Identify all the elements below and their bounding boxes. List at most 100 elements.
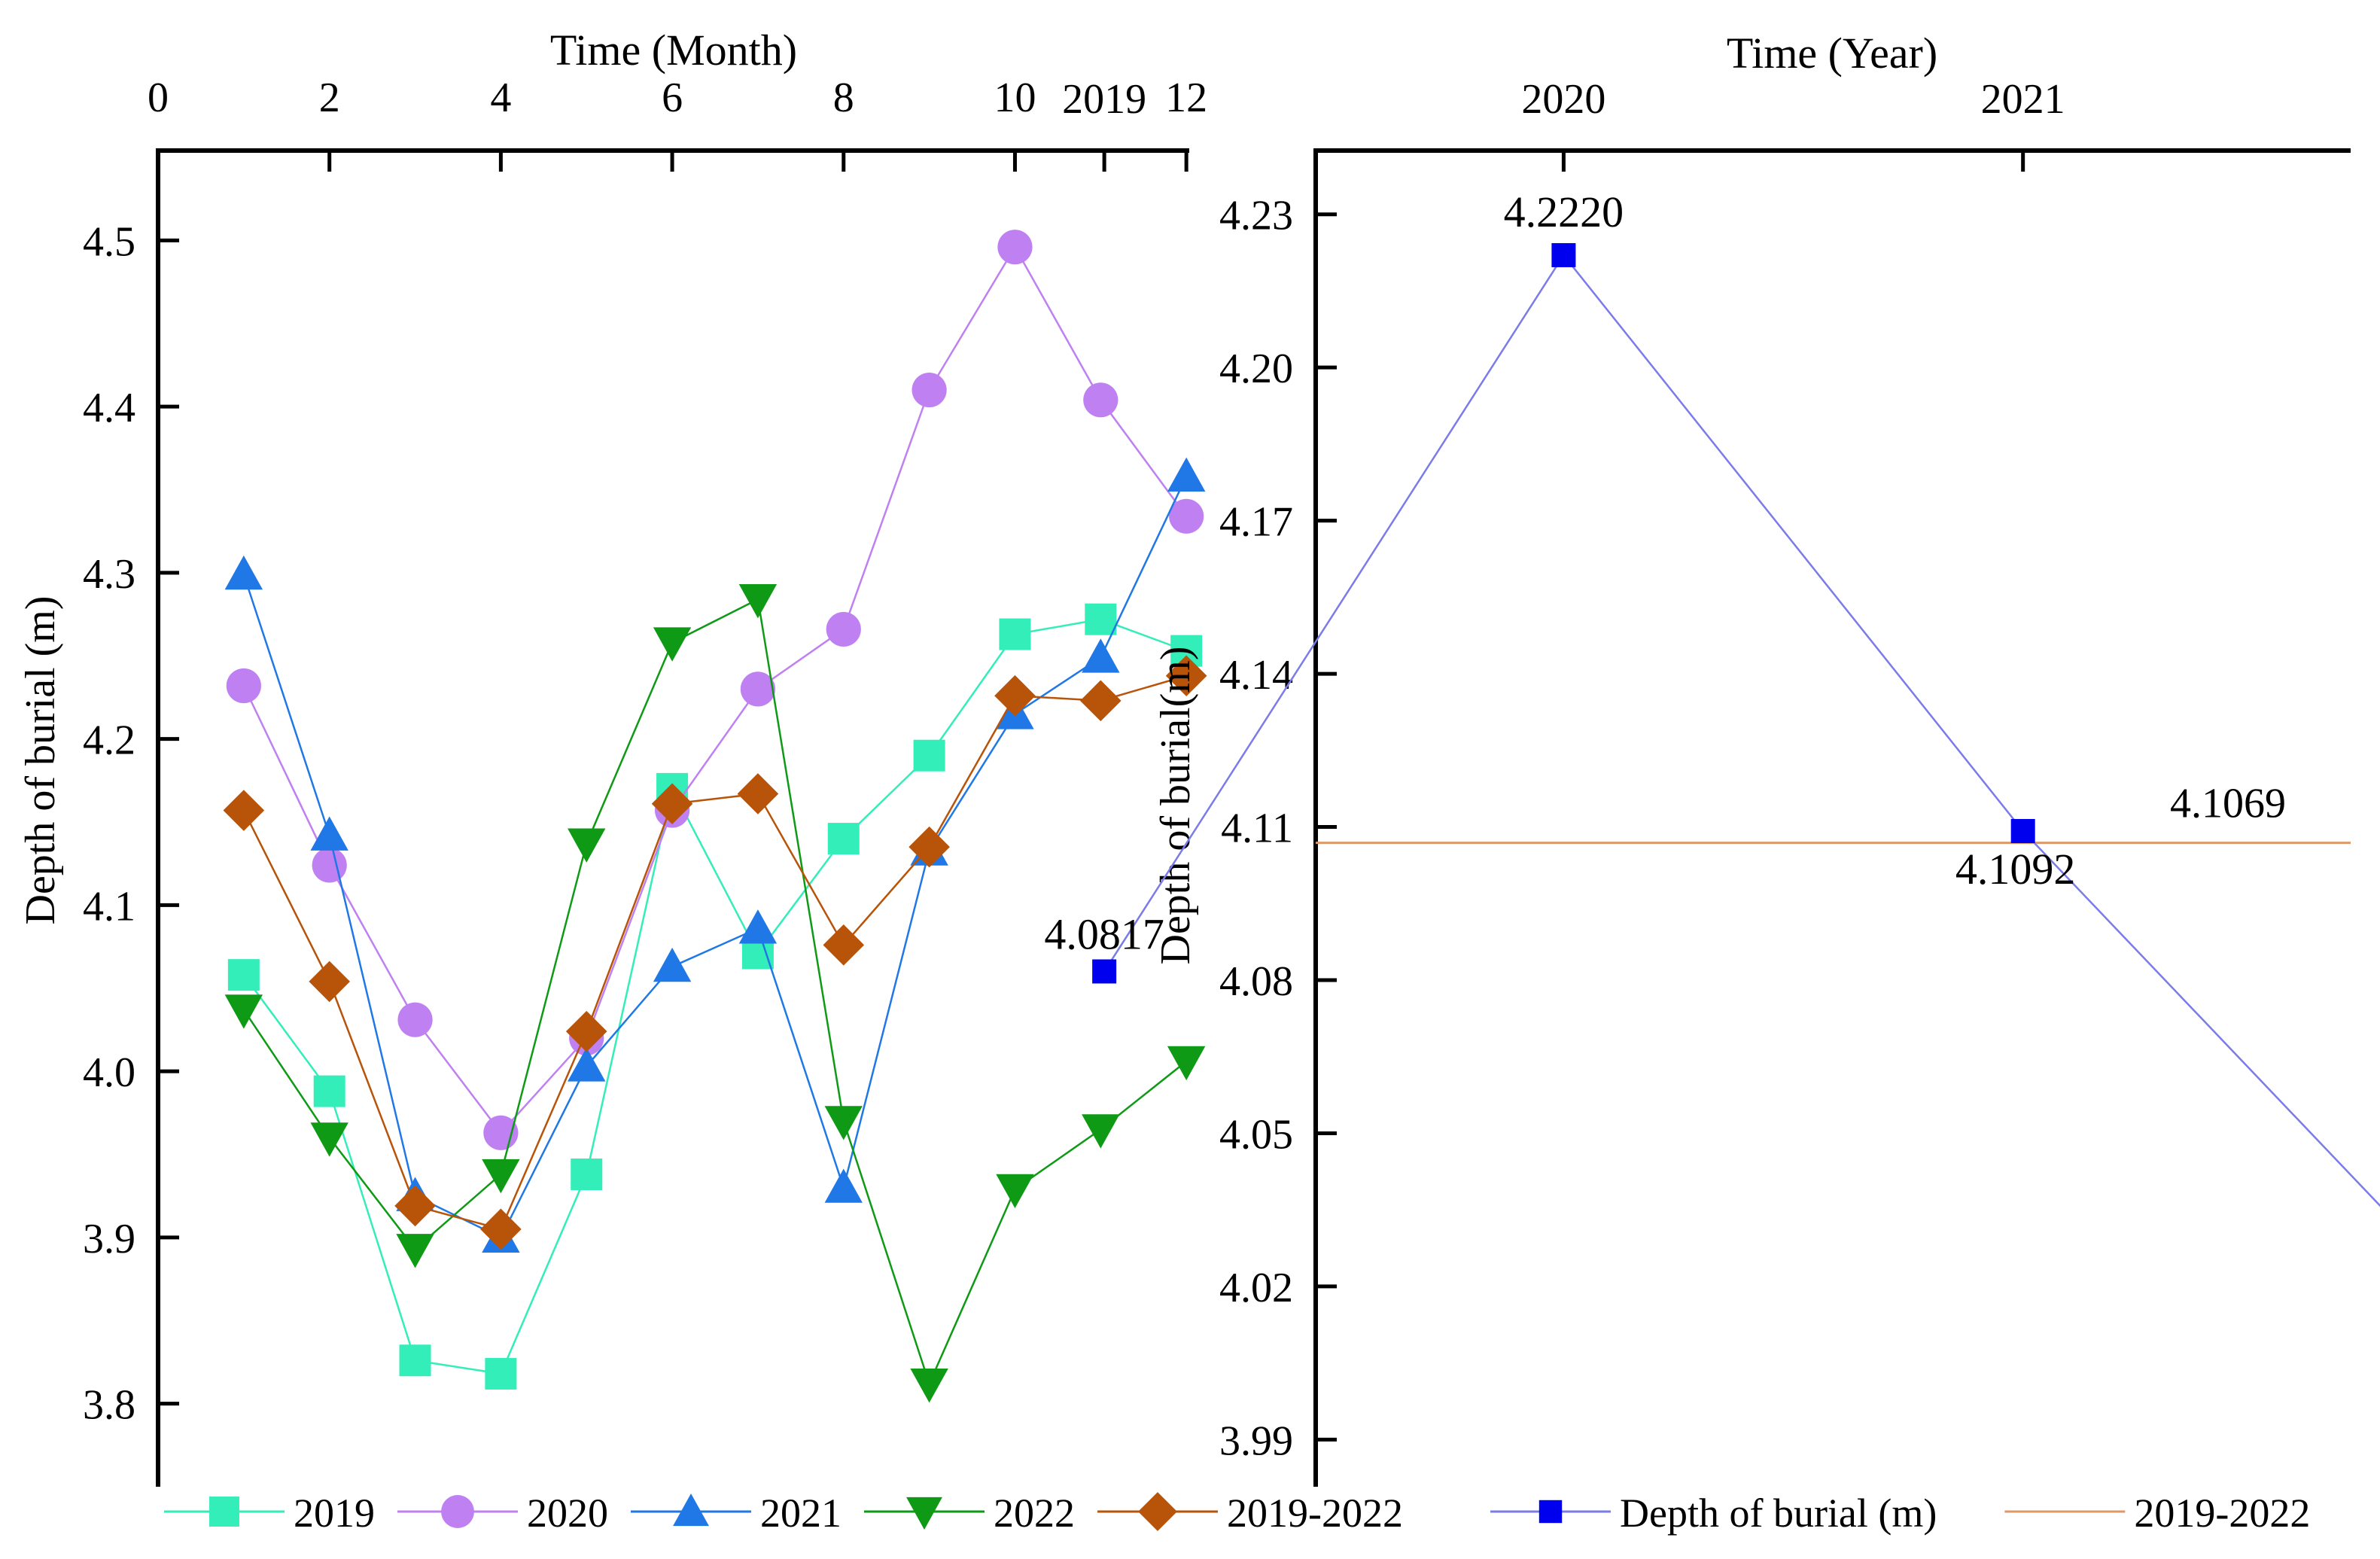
series-line-Depth of burial (m) [1103, 253, 2380, 1207]
data-point-2022 [310, 1122, 348, 1157]
data-point-2021 [310, 816, 348, 851]
data-point-2020 [1169, 498, 1204, 534]
legend-label-2020: 2020 [527, 1490, 608, 1536]
left-x-axis-label: Time (Month) [550, 26, 797, 75]
data-point-2022 [1082, 1114, 1120, 1149]
data-point-2019-2022 [737, 773, 779, 815]
right-x-tick-label: 2020 [1521, 76, 1605, 123]
legend-marker-2020 [441, 1495, 474, 1528]
right-x-tick-label: 2019 [1062, 76, 1146, 123]
right-y-tick-label: 4.20 [1219, 346, 1293, 392]
series-line-2019 [242, 618, 1187, 1375]
left-x-tick-label: 0 [148, 75, 169, 121]
left-x-tick-label: 10 [994, 75, 1036, 121]
legend-marker-Depth of burial (m) [1538, 1500, 1563, 1524]
data-point-2019-2022 [565, 1010, 607, 1052]
left-y-tick-label: 3.9 [83, 1216, 135, 1262]
data-point-2019 [827, 823, 860, 855]
legend-label-2019-2022: 2019-2022 [2134, 1490, 2310, 1536]
data-point-2020 [912, 372, 947, 408]
data-point-2019 [399, 1344, 431, 1377]
left-x-ticks: 0 2 4 6 8 10 12 [148, 75, 1207, 172]
right-series-group [1092, 242, 2380, 1207]
data-point-2021 [824, 1168, 863, 1203]
data-point-2019 [485, 1357, 517, 1390]
right-x-tick-label: 2021 [1981, 76, 2065, 123]
left-y-tick-label: 4.0 [83, 1049, 135, 1096]
data-point-2021 [653, 947, 692, 982]
data-point-2019 [227, 959, 260, 991]
right-y-tick-label: 4.02 [1219, 1265, 1293, 1311]
right-x-axis-label: Time (Year) [1727, 29, 1937, 78]
data-point-2022 [224, 994, 263, 1029]
legend-marker-2021 [673, 1494, 709, 1527]
data-point-2019-2022 [908, 826, 950, 868]
series-line-2021 [242, 476, 1188, 1239]
data-point-2022 [482, 1159, 520, 1194]
right-y-tick-label: 4.08 [1219, 958, 1293, 1005]
left-y-tick-label: 4.2 [83, 717, 135, 764]
data-point-2021 [1167, 457, 1206, 492]
data-point-2019-2022 [309, 961, 350, 1003]
data-point-2019 [571, 1158, 603, 1190]
legend-label-2019: 2019 [294, 1490, 375, 1536]
reference-line-label: 4.1069 [2170, 781, 2286, 827]
data-point-2019-2022 [823, 924, 865, 966]
data-point-2021 [224, 555, 263, 590]
data-point-Depth of burial (m) [1092, 959, 1117, 984]
right-y-tick-label: 4.17 [1219, 499, 1293, 546]
data-point-Depth of burial (m) [2010, 818, 2035, 843]
left-x-tick-label: 6 [662, 75, 683, 121]
right-y-ticks: 3.99 4.02 4.05 4.08 4.11 4.14 4.17 4.20 4.23 [1219, 193, 1337, 1464]
left-x-tick-label: 4 [490, 75, 511, 121]
data-point-2020 [483, 1115, 519, 1150]
data-point-2019-2022 [1165, 655, 1207, 697]
data-label: 4.0817 [1044, 909, 1164, 958]
left-x-tick-label: 8 [833, 75, 854, 121]
legend-label-2019-2022: 2019-2022 [1227, 1490, 1403, 1536]
right-y-tick-label: 4.11 [1221, 805, 1293, 852]
data-point-2021 [738, 909, 778, 944]
data-point-2022 [653, 627, 692, 662]
left-y-tick-label: 4.3 [83, 551, 135, 598]
yearly-depth-chart: Time (Year) Depth of burial(m) 2019 2020 2… [1044, 29, 2380, 1536]
right-y-tick-label: 3.99 [1219, 1417, 1293, 1464]
legend-marker-2019-2022 [1138, 1492, 1177, 1531]
data-point-2019-2022 [223, 790, 265, 831]
data-point-2022 [910, 1368, 948, 1403]
data-point-2020 [826, 611, 861, 647]
data-point-2020 [312, 848, 347, 883]
left-y-ticks: 3.8 3.9 4.0 4.1 4.2 4.3 4.4 4.5 [83, 218, 179, 1429]
data-point-2019-2022 [651, 783, 693, 825]
legend-label-Depth of burial (m): Depth of burial (m) [1620, 1490, 1937, 1536]
data-point-2020 [1083, 382, 1118, 418]
left-y-tick-label: 3.8 [83, 1382, 135, 1429]
data-point-Depth of burial (m) [1551, 242, 1576, 267]
left-y-tick-label: 4.5 [83, 218, 135, 265]
data-point-2020 [397, 1002, 433, 1037]
data-point-2019 [1085, 603, 1117, 635]
legend-label-2021: 2021 [760, 1490, 842, 1536]
right-y-tick-label: 4.05 [1219, 1111, 1293, 1158]
left-series-group [223, 230, 1207, 1403]
data-point-2019-2022 [394, 1185, 436, 1227]
data-point-2019 [313, 1075, 345, 1107]
data-point-2019 [913, 739, 945, 772]
right-y-axis-label: Depth of burial(m) [1152, 647, 1199, 965]
data-point-2020 [997, 230, 1033, 265]
right-legend: Depth of burial (m) 2019-2022 [1490, 1490, 2310, 1536]
data-point-2021 [1082, 638, 1120, 673]
data-point-2022 [996, 1174, 1034, 1209]
left-x-tick-label: 2 [319, 75, 340, 121]
data-label: 4.2220 [1504, 187, 1624, 236]
right-reference-lines: 4.1069 [1316, 781, 2351, 845]
data-point-2021 [568, 1047, 606, 1082]
legend-marker-2019 [209, 1497, 239, 1527]
series-line-2020 [242, 245, 1188, 1134]
legend-marker-2022 [906, 1497, 942, 1530]
data-point-2022 [396, 1234, 434, 1268]
